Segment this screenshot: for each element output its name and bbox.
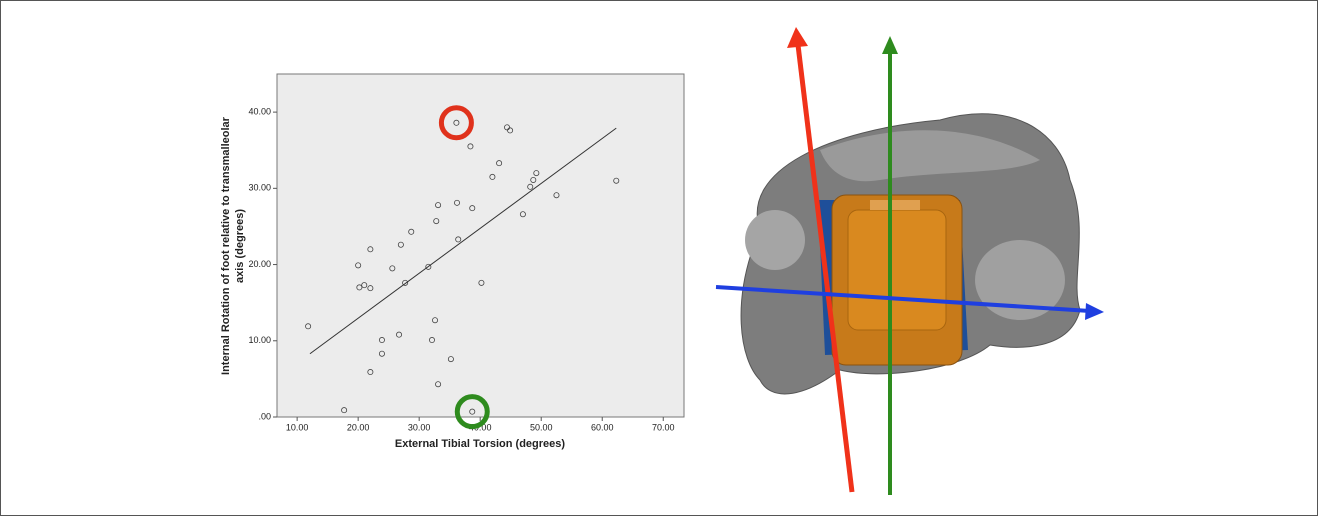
y-tick-label: 20.00 [248,259,271,269]
x-axis-label: External Tibial Torsion (degrees) [395,438,565,450]
x-tick-label: 50.00 [530,422,553,432]
plot-area [277,74,684,417]
x-tick-label: 60.00 [591,422,614,432]
y-tick-label: 10.00 [248,335,271,345]
y-axis-label: Internal Rotation of foot relative to tr… [220,116,232,375]
x-tick-label: 70.00 [652,422,675,432]
y-axis-label: axis (degrees) [234,209,246,283]
x-tick-label: 20.00 [347,422,370,432]
x-tick-label: 10.00 [286,422,309,432]
y-tick-label: 30.00 [248,183,271,193]
x-tick-label: 30.00 [408,422,431,432]
y-tick-label: 40.00 [248,106,271,116]
y-tick-label: .00 [258,411,271,421]
page: {"chart_data":{"type":"scatter", "xlabel… [0,0,1318,516]
figure: External Tibial Torsion (degrees) Intern… [0,0,1318,516]
